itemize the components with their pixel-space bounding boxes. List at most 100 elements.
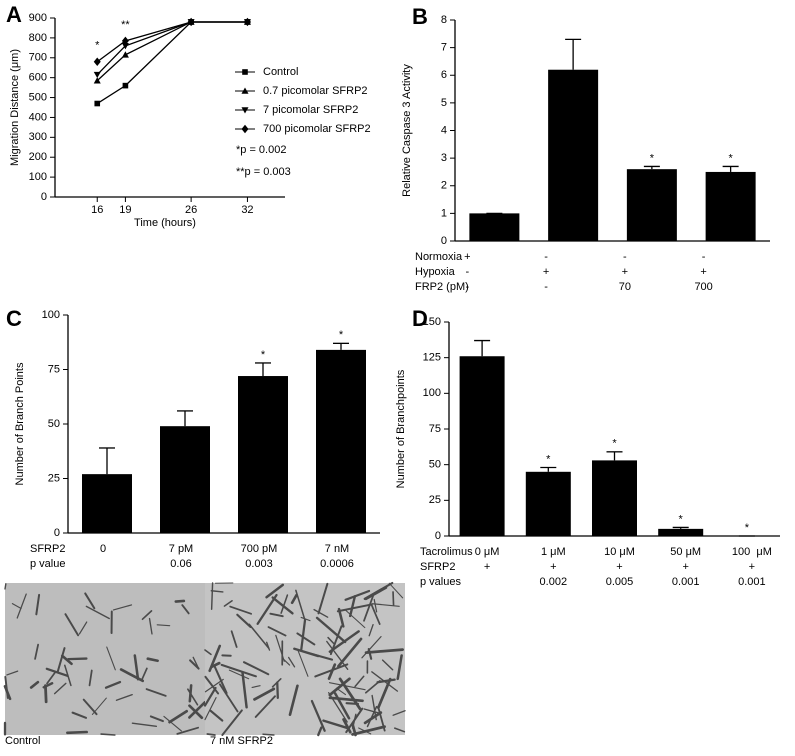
legend-marker: [241, 124, 249, 134]
cell-network: [220, 663, 257, 678]
table-cell: 0.001: [738, 576, 766, 588]
cell-network: [344, 589, 371, 601]
cell-network: [218, 683, 239, 713]
significance-mark: *: [612, 438, 617, 450]
y-tick-label: 2: [441, 180, 447, 192]
series-line: [96, 21, 248, 63]
y-tick-label: 1: [441, 207, 447, 219]
cell-network: [333, 692, 351, 720]
cell-network: [336, 603, 373, 613]
marker: [93, 71, 101, 79]
significance-mark: **: [121, 19, 130, 31]
cell-network: [141, 667, 148, 681]
table-cell: -: [702, 251, 706, 263]
marker: [94, 100, 101, 107]
table-cell: 7 pM: [169, 543, 193, 555]
x-tick-label: 26: [185, 204, 197, 216]
cell-network: [364, 648, 405, 655]
table-cell: +: [550, 561, 556, 573]
significance-mark: *: [546, 453, 551, 465]
bar: [238, 376, 288, 533]
cell-network: [4, 583, 7, 590]
y-tick-label: 0: [441, 235, 447, 247]
cell-network: [187, 688, 199, 706]
cell-network: [241, 671, 248, 709]
cell-network: [297, 649, 309, 677]
cell-network: [11, 603, 22, 610]
cell-network: [327, 663, 337, 680]
cell-network: [313, 608, 329, 618]
y-tick-label: 900: [29, 12, 47, 24]
cell-network: [53, 682, 67, 695]
cell-network: [133, 654, 140, 681]
cell-network: [317, 582, 329, 615]
bar: [548, 69, 599, 241]
cell-network: [248, 623, 270, 650]
table-cell: -: [466, 281, 470, 293]
cell-network: [229, 605, 253, 615]
y-tick-label: 6: [441, 69, 447, 81]
significance-mark: *: [650, 152, 655, 164]
table-cell: 0.001: [672, 576, 700, 588]
marker: [122, 82, 129, 89]
y-tick-label: 400: [29, 111, 47, 123]
y-tick-label: 500: [29, 91, 47, 103]
cell-network: [337, 607, 345, 628]
bar: [592, 460, 637, 536]
table-cell: +: [484, 561, 490, 573]
y-tick-label: 600: [29, 72, 47, 84]
cell-network: [148, 617, 153, 635]
cell-network: [6, 670, 19, 676]
cell-network: [115, 693, 133, 701]
table-cell: +: [682, 561, 688, 573]
cell-network: [363, 595, 374, 622]
y-axis-label: Migration Distance (μm): [9, 49, 21, 166]
bar: [459, 356, 505, 536]
table-cell: +: [616, 561, 622, 573]
table-cell: -: [623, 251, 627, 263]
cell-network: [310, 699, 326, 732]
cell-network: [210, 661, 221, 669]
table-cell: 0.0006: [320, 558, 354, 570]
panel-label: D: [412, 306, 428, 331]
panel-label: A: [6, 2, 22, 27]
legend-marker: [241, 107, 249, 114]
marker: [93, 77, 101, 84]
cell-network: [163, 715, 182, 732]
table-row-label: SFRP2: [30, 543, 65, 555]
table-cell: 0.005: [606, 576, 634, 588]
y-tick-label: 700: [29, 52, 47, 64]
table-row-label: p values: [420, 576, 461, 588]
cell-network: [236, 613, 252, 628]
image-caption: 7 nM SFRP2: [210, 735, 273, 747]
cell-network: [271, 596, 294, 615]
table-cell: 70: [619, 281, 631, 293]
cell-network: [29, 680, 40, 689]
table-cell: 0.002: [540, 576, 568, 588]
bar: [160, 426, 210, 533]
significance-mark: *: [745, 522, 750, 534]
cell-network: [210, 590, 224, 593]
cell-network: [16, 593, 27, 619]
cell-network: [230, 630, 238, 648]
bar: [658, 528, 704, 536]
table-row-label: p value: [30, 558, 65, 570]
marker: [121, 51, 129, 58]
error-bar: [333, 342, 349, 350]
table-cell: +: [622, 266, 628, 278]
table-row-label: SFRP2: [420, 561, 455, 573]
legend-label: 7 picomolar SFRP2: [263, 104, 358, 116]
table-row-label: Normoxia: [415, 251, 463, 263]
x-tick-label: 32: [241, 204, 253, 216]
error-bar: [540, 466, 557, 472]
table-cell: +: [749, 561, 755, 573]
y-tick-label: 0: [54, 527, 60, 539]
cell-network: [181, 604, 190, 615]
cell-network: [361, 636, 382, 659]
table-cell: +: [700, 266, 706, 278]
cell-network: [78, 621, 88, 635]
significance-mark: *: [261, 349, 266, 361]
cell-network: [253, 687, 276, 701]
table-cell: 100 μM: [732, 546, 772, 558]
